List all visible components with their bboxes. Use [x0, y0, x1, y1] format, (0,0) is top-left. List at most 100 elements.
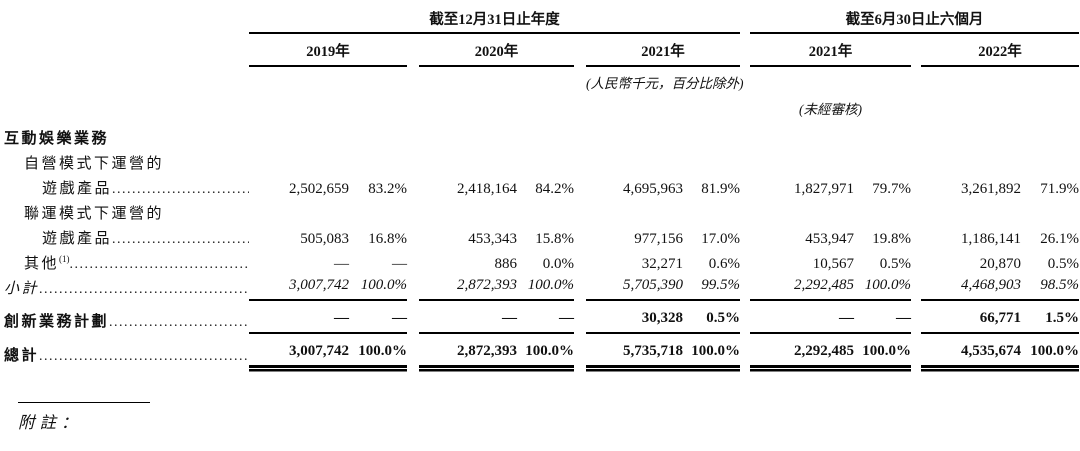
dot-leader: [109, 314, 249, 331]
cell-value: —: [419, 300, 517, 334]
year-header-2022-interim: 2022年: [921, 33, 1080, 67]
cell-value: 2,872,393: [419, 275, 517, 301]
table-row-section-interactive-entertainment: 互動娛樂業務: [4, 119, 1079, 150]
cell-value: 4,468,903: [921, 275, 1021, 301]
cell-pct: 79.7%: [872, 181, 911, 197]
cell-value: 3,007,742: [249, 275, 349, 301]
cell-value: 2,292,485: [750, 275, 854, 301]
cell-value: 10,567: [812, 256, 854, 272]
cell-value: 1,827,971: [794, 181, 854, 197]
dot-leader: [39, 281, 249, 298]
table-row-total: 總計 3,007,742 100.0% 2,872,393 100.0% 5,7…: [4, 333, 1080, 368]
cell-value: 2,502,659: [289, 181, 349, 197]
cell-pct: 100.0%: [349, 333, 407, 368]
cell-value: 5,735,718: [586, 333, 683, 368]
period-header-row: 截至12月31日止年度 截至6月30日止六個月: [4, 6, 1080, 34]
dot-leader: [39, 348, 249, 365]
cell-value: 66,771: [921, 300, 1021, 334]
year-header-2020: 2020年: [419, 33, 574, 67]
row-label: 其他(1): [24, 254, 70, 273]
table-row-subtotal: 小計 3,007,742 100.0% 2,872,393 100.0% 5,7…: [4, 275, 1080, 301]
row-label: 遊戲產品: [42, 231, 113, 247]
row-label: 創新業務計劃: [4, 314, 110, 330]
table-row-selfop-label: 自營模式下運營的: [4, 150, 1079, 175]
year-header-2021-interim: 2021年: [750, 33, 911, 67]
cell-value: 1,186,141: [961, 231, 1021, 247]
cell-pct: —: [392, 256, 407, 272]
cell-pct: 83.2%: [368, 181, 407, 197]
cell-pct: 100.0%: [683, 333, 740, 368]
cell-pct: 99.5%: [683, 275, 740, 301]
dot-leader: [70, 256, 249, 273]
cell-pct: 0.0%: [542, 256, 574, 272]
cell-value: 2,418,164: [457, 181, 517, 197]
row-label: 小計: [4, 281, 40, 297]
dot-leader: [112, 181, 249, 198]
period-interim-header: 截至6月30日止六個月: [750, 6, 1080, 34]
notes-divider: [18, 402, 150, 403]
year-header-2021: 2021年: [586, 33, 740, 67]
cell-pct: —: [517, 300, 574, 334]
cell-pct: 84.2%: [535, 181, 574, 197]
cell-value: 453,947: [805, 231, 854, 247]
table-row-selfop-games: 遊戲產品 2,502,659 83.2% 2,418,164 84.2% 4,6…: [4, 175, 1079, 200]
cell-value: 977,156: [634, 231, 683, 247]
cell-value: 2,872,393: [419, 333, 517, 368]
row-label: 聯運模式下運營的: [24, 206, 165, 222]
table-row-innovation-plan: 創新業務計劃 — — — — 30,328 0.5% — — 66,771 1.…: [4, 300, 1080, 334]
row-label: 自營模式下運營的: [24, 156, 165, 172]
cell-pct: 0.5%: [879, 256, 911, 272]
year-header-row: 2019年 2020年 2021年 2021年 2022年: [4, 33, 1080, 67]
row-label: 遊戲產品: [42, 181, 113, 197]
cell-pct: 17.0%: [701, 231, 740, 247]
cell-pct: 100.0%: [854, 275, 911, 301]
cell-pct: 81.9%: [701, 181, 740, 197]
year-header-2019: 2019年: [249, 33, 407, 67]
cell-pct: 0.5%: [1047, 256, 1080, 272]
cell-pct: 0.6%: [708, 256, 740, 272]
row-label: 總計: [4, 347, 40, 364]
revenue-breakdown-table: 截至12月31日止年度 截至6月30日止六個月 2019年 2020年 2021…: [4, 6, 1080, 368]
cell-pct: 100.0%: [517, 333, 574, 368]
cell-value: —: [334, 256, 349, 272]
cell-value: 453,343: [468, 231, 517, 247]
cell-value: 4,535,674: [921, 333, 1021, 368]
cell-value: —: [249, 300, 349, 334]
cell-pct: 100.0%: [854, 333, 911, 368]
cell-pct: 16.8%: [368, 231, 407, 247]
cell-value: 20,870: [979, 256, 1021, 272]
cell-pct: 0.5%: [683, 300, 740, 334]
cell-value: 3,261,892: [961, 181, 1021, 197]
cell-value: 4,695,963: [623, 181, 683, 197]
cell-value: 886: [494, 256, 518, 272]
period-annual-header: 截至12月31日止年度: [249, 6, 740, 34]
cell-pct: 1.5%: [1021, 300, 1080, 334]
cell-pct: 15.8%: [535, 231, 574, 247]
table-row-others: 其他(1) — — 886 0.0% 32,271 0.6% 10,567 0.…: [4, 250, 1079, 275]
cell-pct: 19.8%: [872, 231, 911, 247]
cell-value: 30,328: [586, 300, 683, 334]
cell-pct: 100.0%: [1021, 333, 1080, 368]
cell-pct: 71.9%: [1040, 181, 1080, 197]
cell-value: —: [750, 300, 854, 334]
currency-note-row: (人民幣千元，百分比除外): [4, 66, 1079, 93]
cell-pct: 26.1%: [1040, 231, 1080, 247]
cell-pct: 100.0%: [517, 275, 574, 301]
cell-pct: —: [349, 300, 407, 334]
cell-value: 505,083: [300, 231, 349, 247]
cell-pct: 98.5%: [1021, 275, 1080, 301]
notes-label: 附註：: [18, 413, 83, 432]
currency-note: (人民幣千元，百分比除外): [586, 76, 744, 91]
unaudited-note-row: (未經審核): [4, 93, 1079, 119]
notes-section: 附註： (1) 主要包括為網絡文學產品提供精準營銷、深度運營及品牌孵化的收入。: [14, 402, 1080, 451]
table-row-jointop-games: 遊戲產品 505,083 16.8% 453,343 15.8% 977,156…: [4, 225, 1079, 250]
cell-value: 3,007,742: [249, 333, 349, 368]
cell-pct: —: [854, 300, 911, 334]
row-label: 互動娛樂業務: [4, 131, 110, 147]
footnote-ref-1: (1): [59, 254, 70, 264]
cell-value: 2,292,485: [750, 333, 854, 368]
cell-pct: 100.0%: [349, 275, 407, 301]
cell-value: 32,271: [641, 256, 683, 272]
dot-leader: [112, 231, 249, 248]
